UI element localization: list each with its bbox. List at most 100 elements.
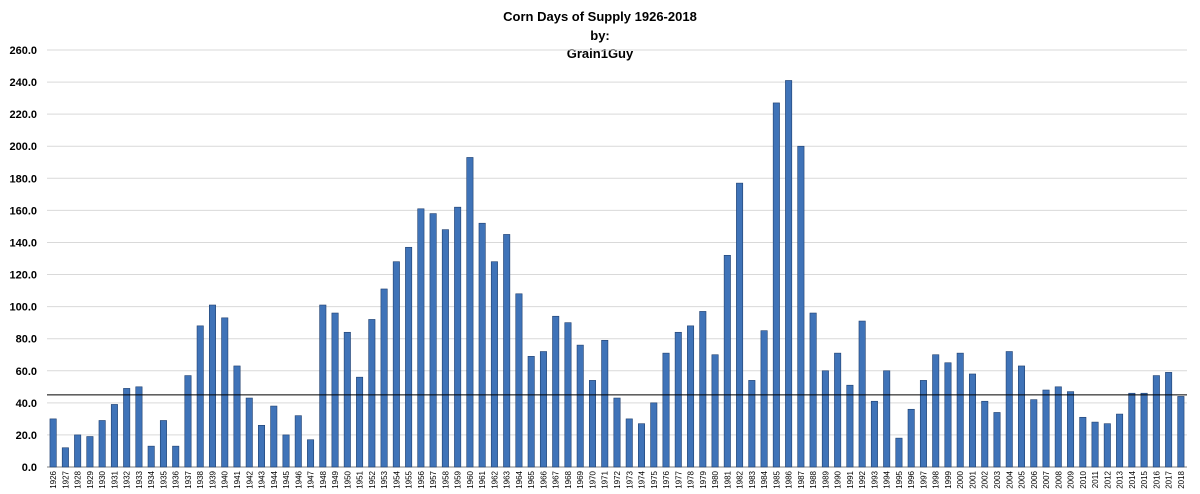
bar (294, 415, 302, 468)
x-tick-label: 2003 (993, 470, 1002, 488)
bar (74, 434, 82, 468)
bar (490, 261, 498, 468)
x-tick-label: 1987 (797, 470, 806, 488)
bar (356, 376, 364, 468)
bar (172, 445, 180, 468)
x-tick-label: 1955 (405, 470, 414, 488)
y-tick-label: 160.0 (9, 205, 37, 217)
bar (772, 102, 780, 468)
x-tick-label: 1990 (834, 470, 843, 488)
bar (417, 208, 425, 468)
bar (282, 434, 290, 468)
y-tick-label: 40.0 (16, 398, 37, 410)
x-tick-label: 2006 (1030, 470, 1039, 488)
x-tick-label: 1959 (454, 470, 463, 488)
bar (61, 447, 69, 468)
x-tick-label: 2014 (1128, 470, 1137, 488)
x-tick-label: 1963 (503, 470, 512, 488)
x-tick-label: 1985 (772, 470, 781, 488)
x-tick-label: 1935 (159, 470, 168, 488)
bar (1054, 386, 1062, 468)
x-tick-label: 1977 (674, 470, 683, 488)
bar (552, 315, 560, 468)
bar (1018, 365, 1026, 468)
x-tick-label: 1980 (711, 470, 720, 488)
x-tick-label: 1983 (748, 470, 757, 488)
x-tick-label: 1960 (466, 470, 475, 488)
x-tick-label: 1950 (343, 470, 352, 488)
bar (429, 213, 437, 468)
bar (699, 311, 707, 468)
x-tick-label: 1971 (601, 470, 610, 488)
bar (1079, 416, 1087, 468)
bar (405, 246, 413, 468)
x-tick-label: 2012 (1103, 470, 1112, 488)
bar (110, 404, 118, 468)
x-tick-label: 1995 (895, 470, 904, 488)
bar (478, 222, 486, 468)
bar (441, 229, 449, 468)
bar (1128, 392, 1136, 468)
bar (208, 304, 216, 468)
bar (1116, 413, 1124, 468)
bar (1165, 372, 1173, 468)
chart-title-line-2: by: (590, 28, 610, 43)
bar (883, 370, 891, 468)
x-tick-label: 1948 (319, 470, 328, 488)
bar (846, 384, 854, 468)
x-tick-label: 1939 (208, 470, 217, 488)
bar (601, 339, 609, 468)
y-tick-label: 260.0 (9, 45, 37, 57)
x-tick-label: 1989 (821, 470, 830, 488)
x-tick-label: 1956 (417, 470, 426, 488)
x-tick-label: 1966 (539, 470, 548, 488)
x-tick-label: 2001 (968, 470, 977, 488)
y-tick-label: 140.0 (9, 237, 37, 249)
x-tick-label: 2009 (1067, 470, 1076, 488)
x-tick-label: 1943 (258, 470, 267, 488)
x-tick-label: 1962 (490, 470, 499, 488)
x-tick-label: 2002 (981, 470, 990, 488)
bar (625, 418, 633, 468)
bar (919, 380, 927, 468)
x-tick-label: 1994 (883, 470, 892, 488)
bar (1042, 389, 1050, 468)
bar (1103, 423, 1111, 468)
x-tick-label: 1974 (638, 470, 647, 488)
bar (674, 331, 682, 468)
bar (466, 157, 474, 468)
x-tick-label: 1954 (392, 470, 401, 488)
x-tick-label: 1927 (61, 470, 70, 488)
x-tick-label: 1982 (736, 470, 745, 488)
bar (968, 373, 976, 468)
x-tick-label: 1973 (625, 470, 634, 488)
bar (1030, 399, 1038, 468)
bar (711, 354, 719, 468)
x-tick-label: 1933 (135, 470, 144, 488)
x-tick-label: 1957 (429, 470, 438, 488)
y-tick-label: 200.0 (9, 141, 37, 153)
x-tick-label: 1953 (380, 470, 389, 488)
x-tick-label: 1934 (147, 470, 156, 488)
x-tick-label: 1961 (478, 470, 487, 488)
x-tick-label: 1932 (123, 470, 132, 488)
x-tick-label: 1929 (86, 470, 95, 488)
x-tick-label: 1949 (331, 470, 340, 488)
x-tick-label: 1936 (172, 470, 181, 488)
bar (184, 375, 192, 468)
bar (258, 424, 266, 468)
bar (1152, 375, 1160, 468)
bar (785, 80, 793, 468)
y-tick-label: 80.0 (16, 334, 37, 346)
x-tick-label: 1930 (98, 470, 107, 488)
x-tick-label: 1938 (196, 470, 205, 488)
x-tick-label: 2013 (1116, 470, 1125, 488)
x-tick-label: 2010 (1079, 470, 1088, 488)
x-tick-label: 1993 (870, 470, 879, 488)
bar (1140, 392, 1148, 468)
y-tick-label: 100.0 (9, 302, 37, 314)
bar (245, 397, 253, 468)
bar (319, 304, 327, 468)
